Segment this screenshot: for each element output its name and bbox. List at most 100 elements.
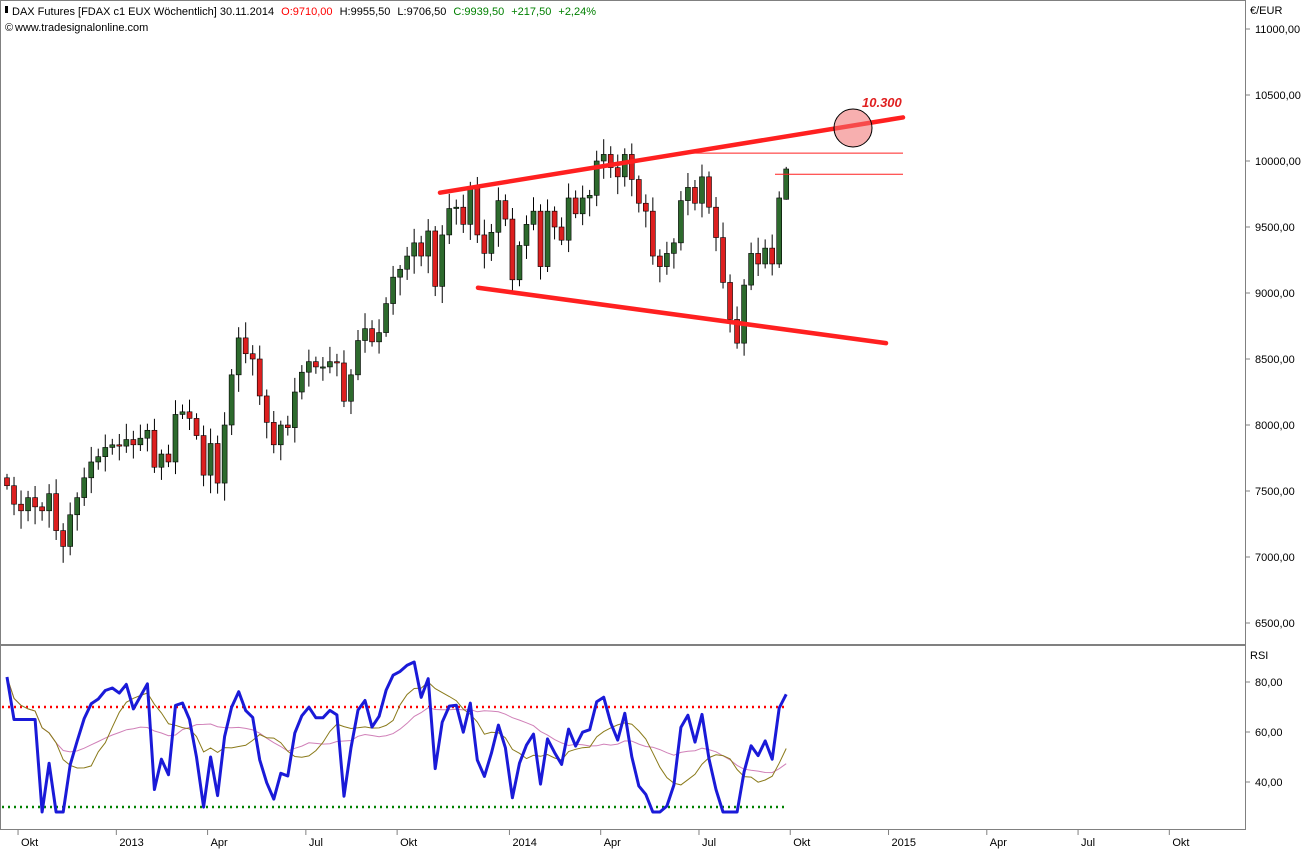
candle-body-up [453, 206, 460, 209]
candle-body-up [678, 200, 684, 244]
candle-body-up [81, 477, 88, 498]
candle-body-up [348, 374, 354, 402]
rsi-line [5, 660, 788, 814]
candle-body-down [643, 202, 649, 212]
price-panel-border [0, 0, 1246, 645]
candle-body-up [488, 231, 495, 254]
close-value: C:9939,50 [453, 6, 504, 18]
candle-body-up [671, 242, 677, 254]
price-tick-label: 7000,00 [1255, 552, 1295, 564]
rsi-ma-short-line [6, 676, 787, 786]
candle-body-down [284, 424, 291, 428]
candle-body-down [657, 255, 663, 267]
candle-body-down [151, 429, 158, 468]
candle-body-down [509, 218, 516, 281]
time-tick-label: Jul [1081, 837, 1095, 849]
candle-body-down [706, 176, 712, 208]
rsi-tick-label: 60,00 [1255, 727, 1283, 739]
change-value: +217,50 [511, 6, 551, 18]
candle-body-down [200, 435, 207, 476]
candle-body-down [32, 497, 38, 508]
candle-body-down [53, 493, 59, 531]
time-tick-label: Apr [604, 837, 621, 849]
time-tick-label: Jul [702, 837, 716, 849]
candle-body-down [116, 444, 123, 447]
candle-body-down [432, 230, 439, 287]
candle-body-up [390, 276, 396, 304]
candle-body-down [263, 395, 270, 423]
time-axis-ticks: Okt 2013 Apr Jul Okt 2014 Apr Jul Okt 2015 Apr Jul O… [17, 830, 1189, 849]
price-axis-title: €/EUR [1250, 5, 1282, 17]
support-trendline [475, 285, 889, 346]
candle-body-down [572, 197, 579, 215]
candle-body-up [362, 328, 368, 341]
symbol-label: DAX Futures [FDAX c1 EUX Wöchentlich] 30… [12, 6, 274, 18]
high-value: H:9955,50 [340, 6, 391, 18]
header-marker [5, 6, 8, 13]
candle-body-up [292, 391, 298, 428]
candle-body-up [425, 230, 432, 257]
candle-body-up [439, 234, 446, 287]
chart-header: DAX Futures [FDAX c1 EUX Wöchentlich] 30… [5, 6, 596, 34]
candle-body-down [614, 167, 621, 178]
time-tick-label: Okt [400, 837, 417, 849]
candle-body-up [158, 453, 165, 468]
candle-body-down [481, 234, 488, 254]
rsi-tick-label: 40,00 [1255, 777, 1283, 789]
candle-body-down [650, 210, 656, 257]
source-icon: © [5, 22, 13, 34]
candle-body-up [172, 414, 179, 463]
candle-body-up [376, 332, 382, 343]
candle-body-up [748, 253, 754, 286]
time-tick-label: Okt [793, 837, 810, 849]
price-tick-label: 9500,00 [1255, 222, 1295, 234]
candle-body-up [320, 366, 326, 369]
candles-series [4, 139, 790, 563]
candle-body-down [769, 247, 775, 265]
candle-body-down [474, 187, 481, 236]
target-circle [833, 108, 873, 148]
candle-body-up [530, 210, 537, 225]
candle-body-up [467, 187, 474, 225]
price-tick-label: 8000,00 [1255, 420, 1295, 432]
time-tick-label: Okt [1172, 837, 1189, 849]
candle-body-up [235, 337, 242, 376]
candle-body-up [783, 168, 790, 200]
candle-body-up [404, 255, 410, 270]
time-tick-label: 2013 [119, 837, 143, 849]
price-tick-label: 6500,00 [1255, 618, 1295, 630]
candle-body-down [256, 358, 263, 397]
time-tick-label: 2014 [512, 837, 536, 849]
candle-body-down [11, 485, 17, 505]
resistance-trendline [437, 115, 906, 195]
candle-body-up [565, 197, 572, 241]
candle-body-up [741, 284, 747, 344]
candle-body-up [95, 456, 102, 463]
candle-body-down [628, 154, 635, 180]
candle-body-down [755, 253, 761, 265]
candle-body-down [369, 328, 375, 343]
open-value: O:9710,00 [281, 6, 332, 18]
plot-frame [0, 0, 1246, 830]
candle-body-down [551, 210, 558, 228]
candle-body-up [179, 411, 186, 415]
time-tick-label: Jul [309, 837, 323, 849]
candle-body-up [306, 361, 312, 373]
candle-body-up [207, 443, 214, 476]
candle-body-down [635, 179, 642, 204]
candle-body-down [727, 282, 733, 320]
candle-body-up [67, 514, 73, 547]
time-tick-label: Apr [990, 837, 1007, 849]
candle-body-up [411, 242, 417, 257]
candle-body-up [762, 247, 768, 265]
candle-body-up [355, 340, 361, 376]
candle-body-up [544, 210, 551, 267]
candle-body-up [495, 200, 502, 233]
price-axis-ticks: 11000,00 10500,00 10000,00 9500,00 9000,00 85… [1245, 24, 1301, 630]
candle-body-down [313, 361, 319, 368]
source-url: www.tradesignalonline.com [14, 22, 148, 34]
candle-body-down [418, 242, 424, 257]
candle-body-down [249, 353, 256, 360]
candle-body-up [523, 224, 530, 246]
candle-body-up [46, 493, 52, 512]
